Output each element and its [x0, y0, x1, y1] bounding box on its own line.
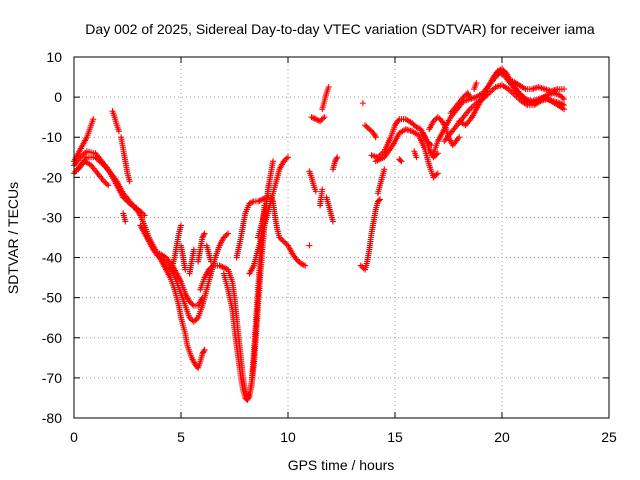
series-arc-35 — [411, 148, 420, 161]
x-tick-labels: 0 5 10 15 20 25 — [70, 429, 617, 445]
series-arc-5 — [109, 108, 122, 135]
series-arc-44 — [509, 78, 568, 95]
series-arc-26 — [323, 194, 336, 225]
x-tick-label: 5 — [177, 429, 185, 445]
y-tick-label: -20 — [42, 169, 62, 185]
x-tick-label: 0 — [70, 429, 78, 445]
x-tick-label: 15 — [387, 429, 403, 445]
series-arc-20 — [255, 158, 277, 241]
series-arc-43 — [469, 66, 527, 121]
y-tick-labels: 10 0 -10 -20 -30 -40 -50 -60 -70 -80 — [42, 49, 62, 426]
x-tick-label: 10 — [280, 429, 296, 445]
series-arc-9 — [137, 222, 232, 325]
series-arc-41 — [456, 114, 476, 129]
series-arc-40 — [447, 90, 473, 117]
plot-frame — [73, 56, 610, 419]
series-arc-27 — [329, 154, 341, 173]
series-arc-24 — [319, 84, 332, 113]
series-arc-29 — [362, 122, 379, 141]
series-arc-11 — [169, 222, 184, 269]
series-arc-21 — [306, 168, 319, 195]
y-tick-label: -80 — [42, 410, 62, 426]
series-arc-37 — [426, 114, 463, 149]
series-arc-12 — [178, 242, 189, 273]
series-arc-19 — [246, 154, 291, 277]
series-arc-13 — [186, 246, 197, 277]
series-arc-34 — [396, 156, 405, 165]
series-arc-25 — [317, 186, 326, 209]
series-arc-33 — [372, 126, 441, 181]
series-arc-4 — [75, 158, 112, 189]
y-tick-label: -30 — [42, 209, 62, 225]
series-arc-15 — [203, 242, 214, 265]
x-tick-label: 25 — [601, 429, 617, 445]
y-tick-label: -50 — [42, 290, 62, 306]
series-arc-14 — [195, 230, 208, 265]
series-arc-16 — [197, 182, 272, 399]
y-tick-label: 10 — [46, 49, 62, 65]
series-arc-36 — [419, 130, 435, 149]
series-arc-7 — [120, 210, 129, 225]
axis-ticks — [73, 56, 610, 419]
series-arc-42 — [471, 80, 480, 93]
y-tick-label: -70 — [42, 370, 62, 386]
series-arc-18 — [233, 194, 309, 269]
y-tick-label: -40 — [42, 250, 62, 266]
series-arc-23 — [308, 114, 328, 125]
series-arc-31 — [374, 166, 388, 197]
x-tick-label: 20 — [494, 429, 510, 445]
y-tick-label: -10 — [42, 129, 62, 145]
series-arc-22 — [306, 242, 313, 249]
series-arc-45 — [516, 90, 568, 113]
y-tick-label: -60 — [42, 330, 62, 346]
series-arc-28 — [359, 100, 366, 107]
chart-title: Day 002 of 2025, Sidereal Day-to-day VTE… — [85, 21, 595, 37]
y-axis-label: SDTVAR / TECUs — [5, 182, 21, 294]
series-arc-3 — [71, 116, 97, 165]
y-tick-label: 0 — [54, 89, 62, 105]
series-arc-30 — [357, 196, 384, 273]
grid — [74, 57, 609, 418]
data-marks — [71, 66, 568, 403]
series-arc-6 — [118, 134, 133, 185]
x-axis-label: GPS time / hours — [288, 457, 395, 473]
